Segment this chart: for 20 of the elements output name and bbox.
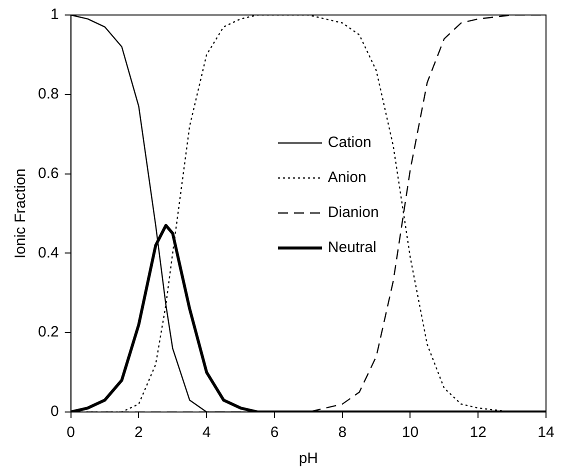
y-axis-title: Ionic Fraction bbox=[12, 168, 30, 259]
legend-label: Cation bbox=[328, 134, 372, 151]
legend-label: Dianion bbox=[328, 204, 379, 221]
y-tick-label: 0.8 bbox=[38, 86, 59, 103]
legend-label: Neutral bbox=[328, 239, 376, 256]
x-tick-label: 12 bbox=[470, 424, 486, 442]
x-tick-label: 4 bbox=[202, 424, 211, 442]
legend-label: Anion bbox=[328, 169, 366, 186]
y-tick-label: 0.6 bbox=[38, 164, 59, 182]
x-tick-label: 2 bbox=[134, 424, 143, 442]
y-tick-label: 0.4 bbox=[38, 244, 59, 262]
x-tick-label: 0 bbox=[66, 424, 76, 442]
x-axis-title: pH bbox=[298, 450, 318, 468]
x-tick-label: 14 bbox=[538, 424, 554, 442]
y-tick-label: 0.2 bbox=[38, 324, 59, 341]
y-tick-label: 0 bbox=[50, 403, 59, 420]
y-tick-label: 1 bbox=[50, 6, 59, 24]
x-tick-label: 10 bbox=[402, 424, 419, 442]
x-tick-label: 6 bbox=[270, 424, 279, 442]
x-tick-label: 8 bbox=[338, 424, 347, 442]
